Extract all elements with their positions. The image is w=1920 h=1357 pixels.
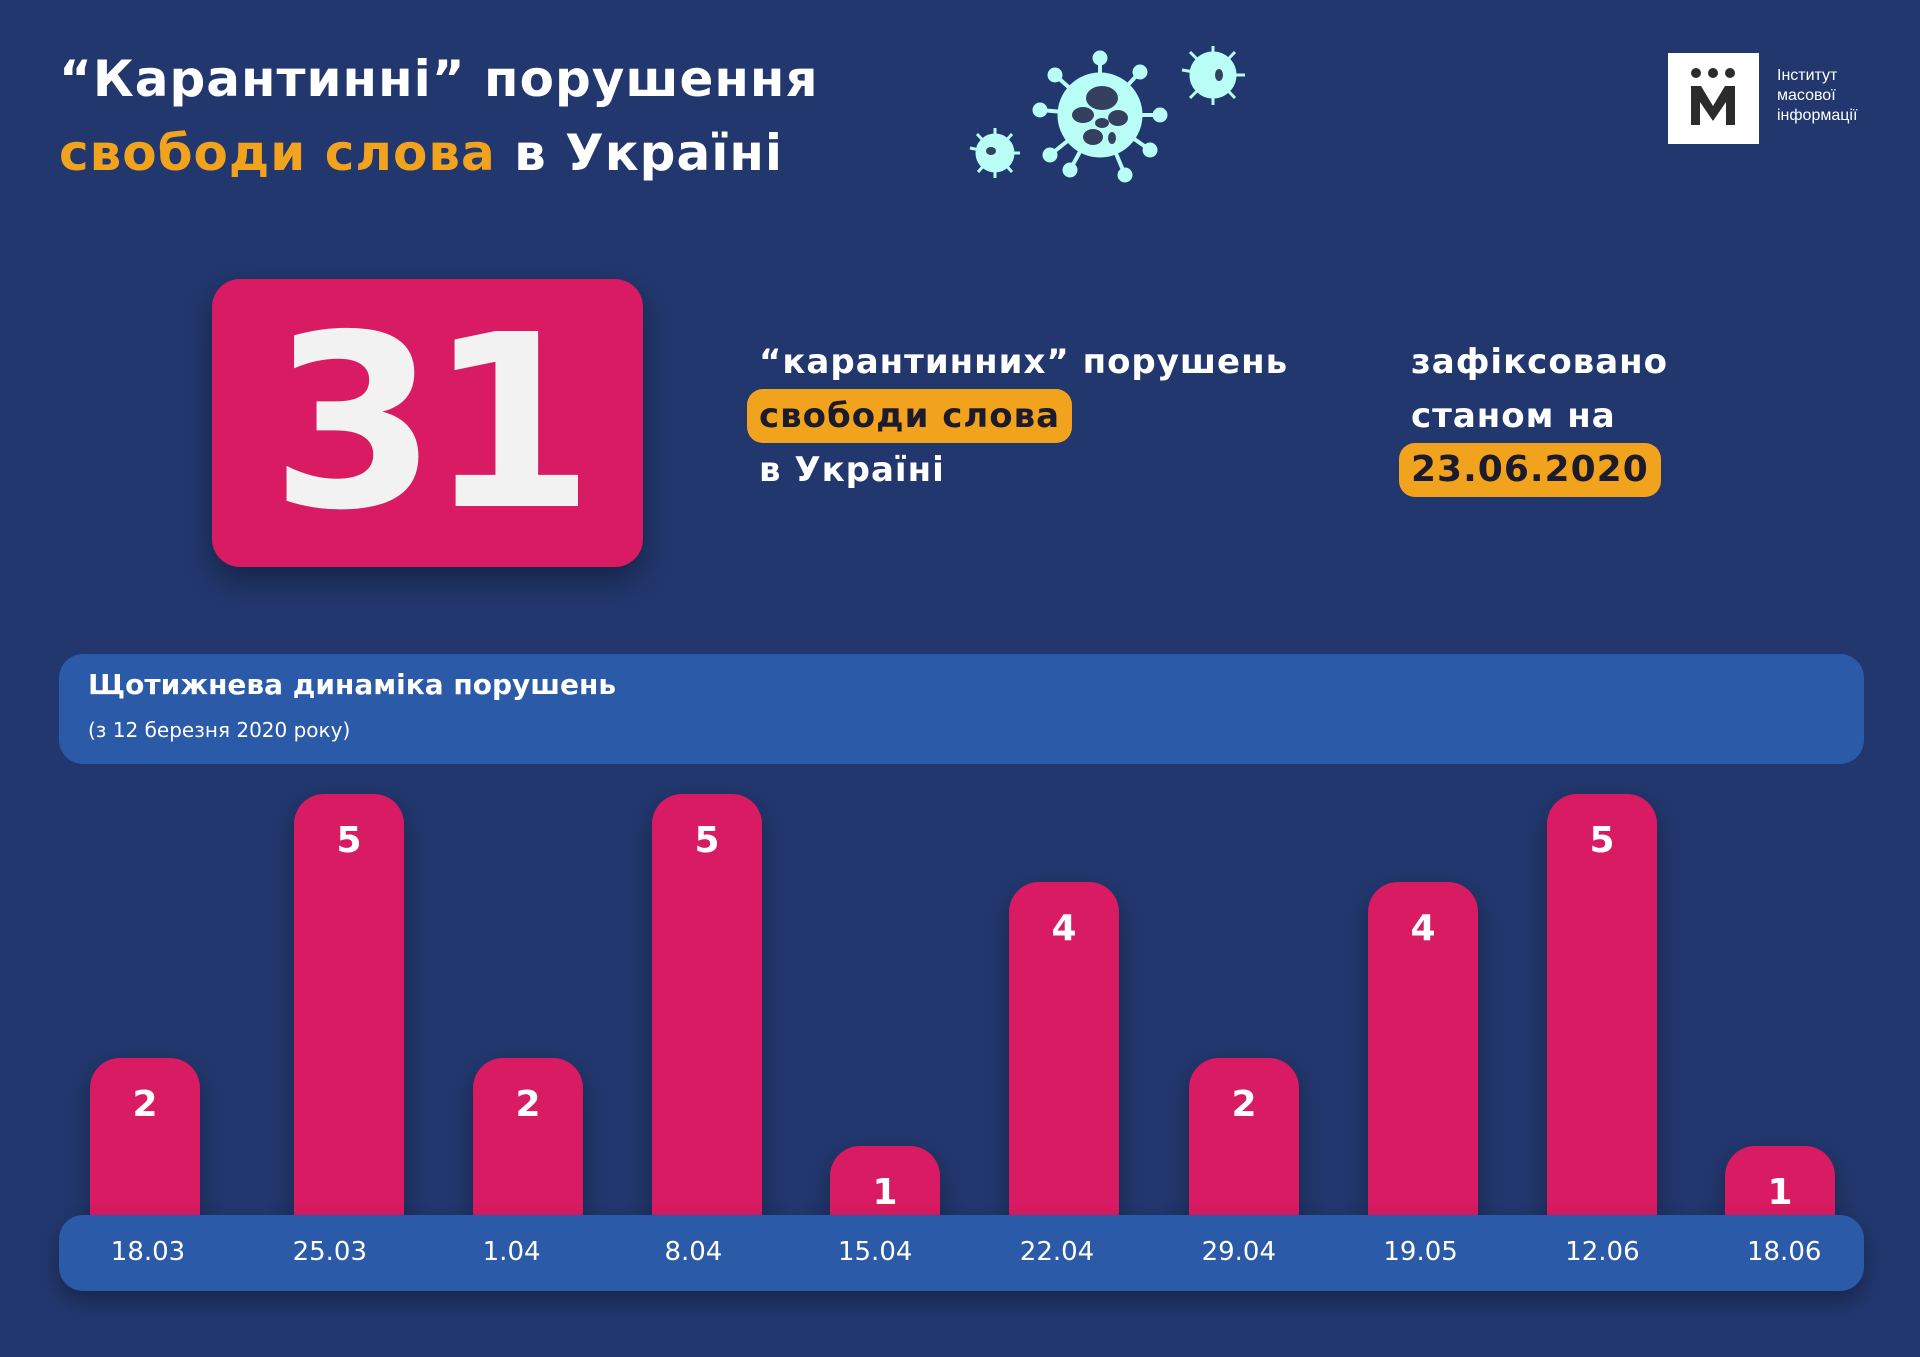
virus-icon-small (969, 128, 1020, 178)
stat-line: “карантинних” порушень (759, 342, 1289, 382)
bar-value-label: 2 (515, 1084, 541, 1125)
date-line: станом на (1411, 396, 1616, 436)
bar-12.06: 5 (1547, 794, 1657, 1250)
stat-line: в Україні (759, 450, 945, 490)
x-tick-label: 18.03 (110, 1237, 186, 1267)
logo-text-line: Інститут (1777, 67, 1838, 84)
title-rest: в Україні (495, 124, 784, 182)
chart-title: Щотижнева динаміка порушень (88, 668, 617, 701)
date-badge: 23.06.2020 (1399, 443, 1661, 497)
date-line: зафіксовано (1411, 342, 1668, 382)
bar-22.04: 4 (1009, 882, 1119, 1250)
logo-text-line: інформації (1777, 107, 1858, 124)
logo-text-line: масової (1777, 87, 1836, 104)
bar-value-label: 5 (336, 820, 362, 861)
x-tick-label: 25.03 (292, 1237, 368, 1267)
x-tick-label: 8.04 (664, 1237, 723, 1267)
stat-highlight: свободи слова (747, 389, 1073, 443)
stat-date: зафіксовано станом на 23.06.2020 (1399, 335, 1668, 497)
title-line-1: “Карантинні” порушення (59, 50, 819, 108)
bar-value-label: 4 (1410, 908, 1436, 949)
virus-icon-large (1032, 50, 1168, 183)
title-line-2: свободи слова в Україні (59, 116, 819, 190)
stat-description: “карантинних” порушень свободи слова в У… (747, 335, 1289, 497)
chart-header (59, 654, 1864, 764)
bar-8.04: 5 (652, 794, 762, 1250)
bar-value-label: 1 (1767, 1172, 1793, 1213)
bar-value-label: 1 (872, 1172, 898, 1213)
bar-value-label: 2 (1231, 1084, 1257, 1125)
x-tick-label: 18.06 (1746, 1237, 1822, 1267)
bar-value-label: 4 (1051, 908, 1077, 949)
x-axis (59, 1215, 1864, 1291)
logo-text: Інститут масової інформації (1777, 66, 1857, 126)
bar-value-label: 2 (132, 1084, 158, 1125)
x-tick-label: 15.04 (837, 1237, 913, 1267)
x-tick-label: 22.04 (1019, 1237, 1095, 1267)
x-tick-label: 29.04 (1201, 1237, 1277, 1267)
page-title: “Карантинні” порушення свободи слова в У… (59, 42, 819, 190)
logo-mark-icon (1691, 68, 1735, 125)
chart-subtitle: (з 12 березня 2020 року) (88, 718, 351, 742)
x-tick-label: 1.04 (482, 1237, 541, 1267)
title-highlight: свободи слова (59, 124, 496, 182)
total-count: 31 (212, 279, 643, 567)
bar-value-label: 5 (694, 820, 720, 861)
x-tick-label: 12.06 (1565, 1237, 1640, 1267)
bar-value-label: 5 (1589, 820, 1615, 861)
x-tick-label: 19.05 (1383, 1237, 1458, 1267)
institute-logo (1668, 53, 1759, 144)
bar-19.05: 4 (1368, 882, 1478, 1250)
bar-25.03: 5 (294, 794, 404, 1250)
virus-icon-medium (1181, 46, 1245, 105)
virus-icons (969, 46, 1245, 183)
